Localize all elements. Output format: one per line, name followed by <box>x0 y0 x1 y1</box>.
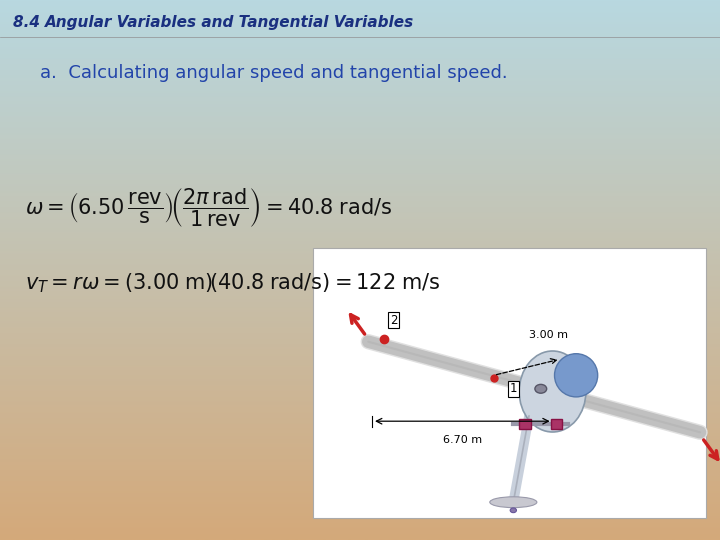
Text: 8.4: 8.4 <box>13 15 45 30</box>
Ellipse shape <box>490 497 537 508</box>
Text: $v_T = r\omega = \left(3.00\;\mathrm{m}\right)\!\left(40.8\;\mathrm{rad/s}\right: $v_T = r\omega = \left(3.00\;\mathrm{m}\… <box>25 272 441 295</box>
Text: 6.70 m: 6.70 m <box>443 435 482 445</box>
Text: 1: 1 <box>510 382 517 395</box>
FancyBboxPatch shape <box>519 418 531 429</box>
Text: $\omega = \left( 6.50\,\dfrac{\mathrm{rev}}{\mathrm{s}} \right)\!\left( \dfrac{2: $\omega = \left( 6.50\,\dfrac{\mathrm{re… <box>25 186 392 230</box>
Text: Angular Variables and Tangential Variables: Angular Variables and Tangential Variabl… <box>45 15 414 30</box>
FancyBboxPatch shape <box>551 418 562 429</box>
Text: 2: 2 <box>390 314 397 327</box>
FancyBboxPatch shape <box>313 248 706 518</box>
Circle shape <box>535 384 546 393</box>
Ellipse shape <box>554 354 598 397</box>
Ellipse shape <box>519 351 586 432</box>
Text: 3.00 m: 3.00 m <box>529 330 568 340</box>
Text: a.  Calculating angular speed and tangential speed.: a. Calculating angular speed and tangent… <box>40 64 507 82</box>
Circle shape <box>510 508 516 512</box>
